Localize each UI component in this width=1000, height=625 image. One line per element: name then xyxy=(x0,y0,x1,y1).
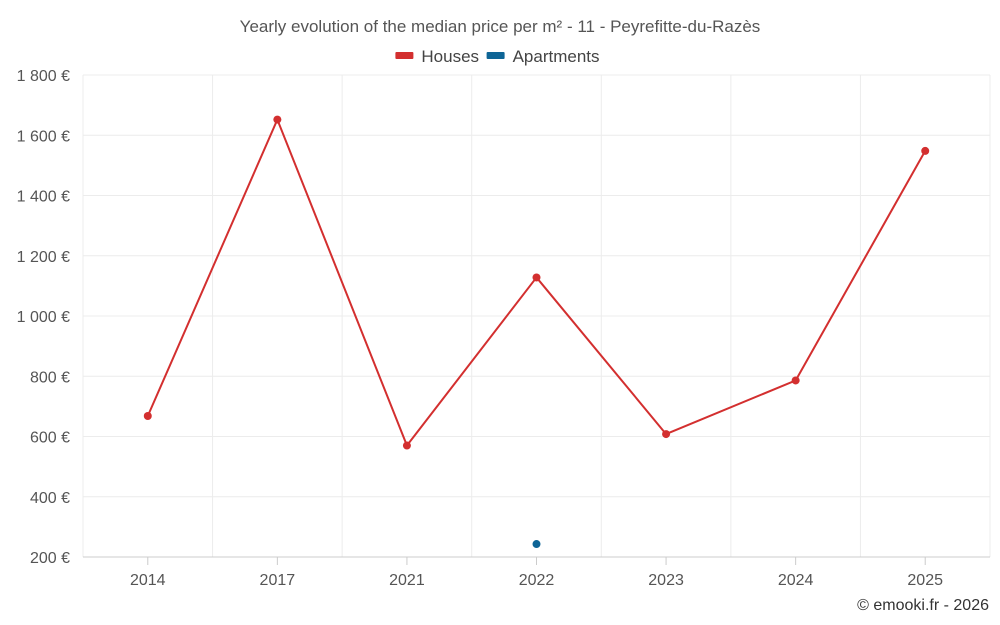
chart-title: Yearly evolution of the median price per… xyxy=(240,17,761,36)
legend-label-houses: Houses xyxy=(421,47,479,66)
data-point-houses xyxy=(532,273,541,282)
data-point-houses xyxy=(402,441,411,450)
x-tick-label: 2022 xyxy=(519,572,555,589)
legend-swatch-houses xyxy=(395,52,414,59)
grid xyxy=(82,74,991,558)
y-tick-label: 600 € xyxy=(30,430,70,447)
data-point-houses xyxy=(662,430,671,439)
x-tick-label: 2014 xyxy=(130,572,166,589)
legend: Houses Apartments xyxy=(395,47,600,66)
series-layer xyxy=(143,115,930,549)
y-tick-label: 1 000 € xyxy=(17,309,70,326)
y-tick-label: 1 200 € xyxy=(17,249,70,266)
y-tick-label: 200 € xyxy=(30,550,70,567)
credit-text: © emooki.fr - 2026 xyxy=(857,597,989,614)
y-tick-label: 1 600 € xyxy=(17,128,70,145)
legend-label-apartments: Apartments xyxy=(513,47,600,66)
data-point-houses xyxy=(273,115,282,124)
data-point-apartments xyxy=(532,540,541,549)
x-axis: 2014 2017 2021 2022 2023 2024 2025 xyxy=(130,557,943,589)
y-tick-label: 1 400 € xyxy=(17,189,70,206)
legend-item-houses: Houses xyxy=(395,47,479,66)
x-tick-label: 2023 xyxy=(648,572,684,589)
y-axis: 200 € 400 € 600 € 800 € 1 000 € 1 200 € 1 400 … xyxy=(17,68,70,567)
x-tick-label: 2017 xyxy=(260,572,296,589)
y-tick-label: 1 800 € xyxy=(17,68,70,85)
x-tick-label: 2024 xyxy=(778,572,814,589)
data-point-houses xyxy=(791,376,800,385)
series-line-houses xyxy=(146,118,927,447)
y-tick-label: 400 € xyxy=(30,490,70,507)
x-tick-label: 2025 xyxy=(907,572,943,589)
data-point-houses xyxy=(921,146,930,155)
x-tick-label: 2021 xyxy=(389,572,425,589)
data-point-houses xyxy=(143,412,152,421)
legend-item-apartments: Apartments xyxy=(486,47,600,66)
y-tick-label: 800 € xyxy=(30,369,70,386)
legend-swatch-apartments xyxy=(486,52,505,59)
